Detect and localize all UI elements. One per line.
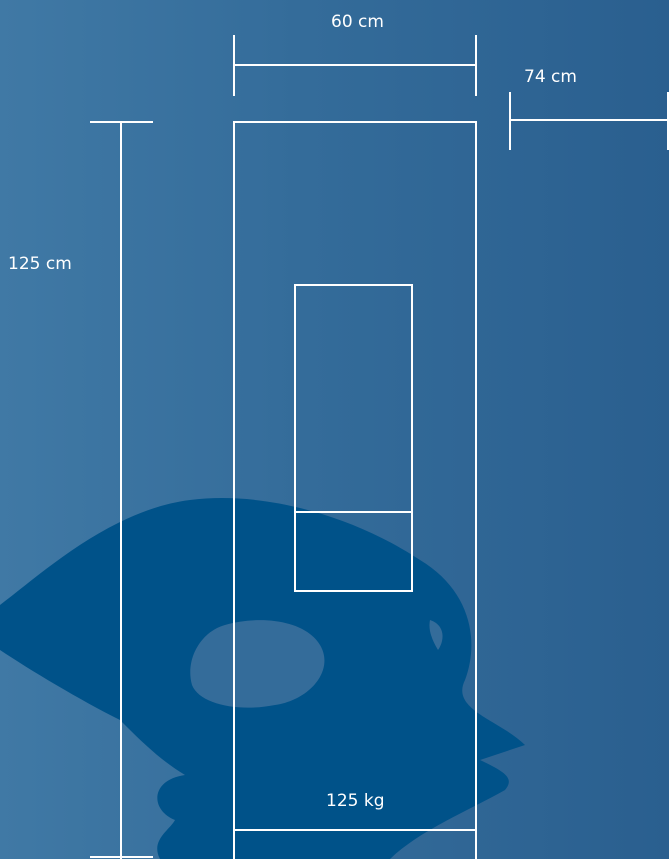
weight-label: 125 kg	[326, 791, 385, 811]
width-label: 60 cm	[331, 12, 384, 32]
appliance-outline	[233, 121, 477, 859]
background-silhouette-notch	[429, 620, 443, 650]
background-silhouette-hole	[190, 620, 325, 708]
depth-label: 74 cm	[524, 67, 577, 87]
height-label: 125 cm	[8, 254, 72, 274]
control-panel-outline	[294, 284, 413, 592]
